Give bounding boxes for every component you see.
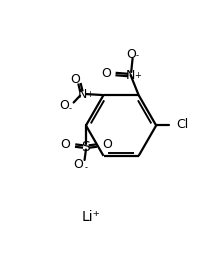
- Text: O: O: [59, 99, 69, 112]
- Text: O: O: [127, 48, 137, 61]
- Text: -: -: [85, 163, 88, 172]
- Text: S: S: [82, 140, 90, 153]
- Text: O: O: [60, 138, 70, 151]
- Text: N: N: [126, 69, 135, 81]
- Text: Li⁺: Li⁺: [82, 210, 100, 224]
- Text: Cl: Cl: [176, 118, 188, 131]
- Text: O: O: [101, 67, 111, 80]
- Text: +: +: [86, 91, 93, 99]
- Text: O: O: [102, 138, 112, 151]
- Text: O: O: [73, 158, 83, 171]
- Text: -: -: [69, 104, 72, 113]
- Text: -: -: [136, 52, 139, 61]
- Text: +: +: [134, 72, 141, 80]
- Text: N: N: [78, 88, 87, 100]
- Text: O: O: [70, 73, 80, 86]
